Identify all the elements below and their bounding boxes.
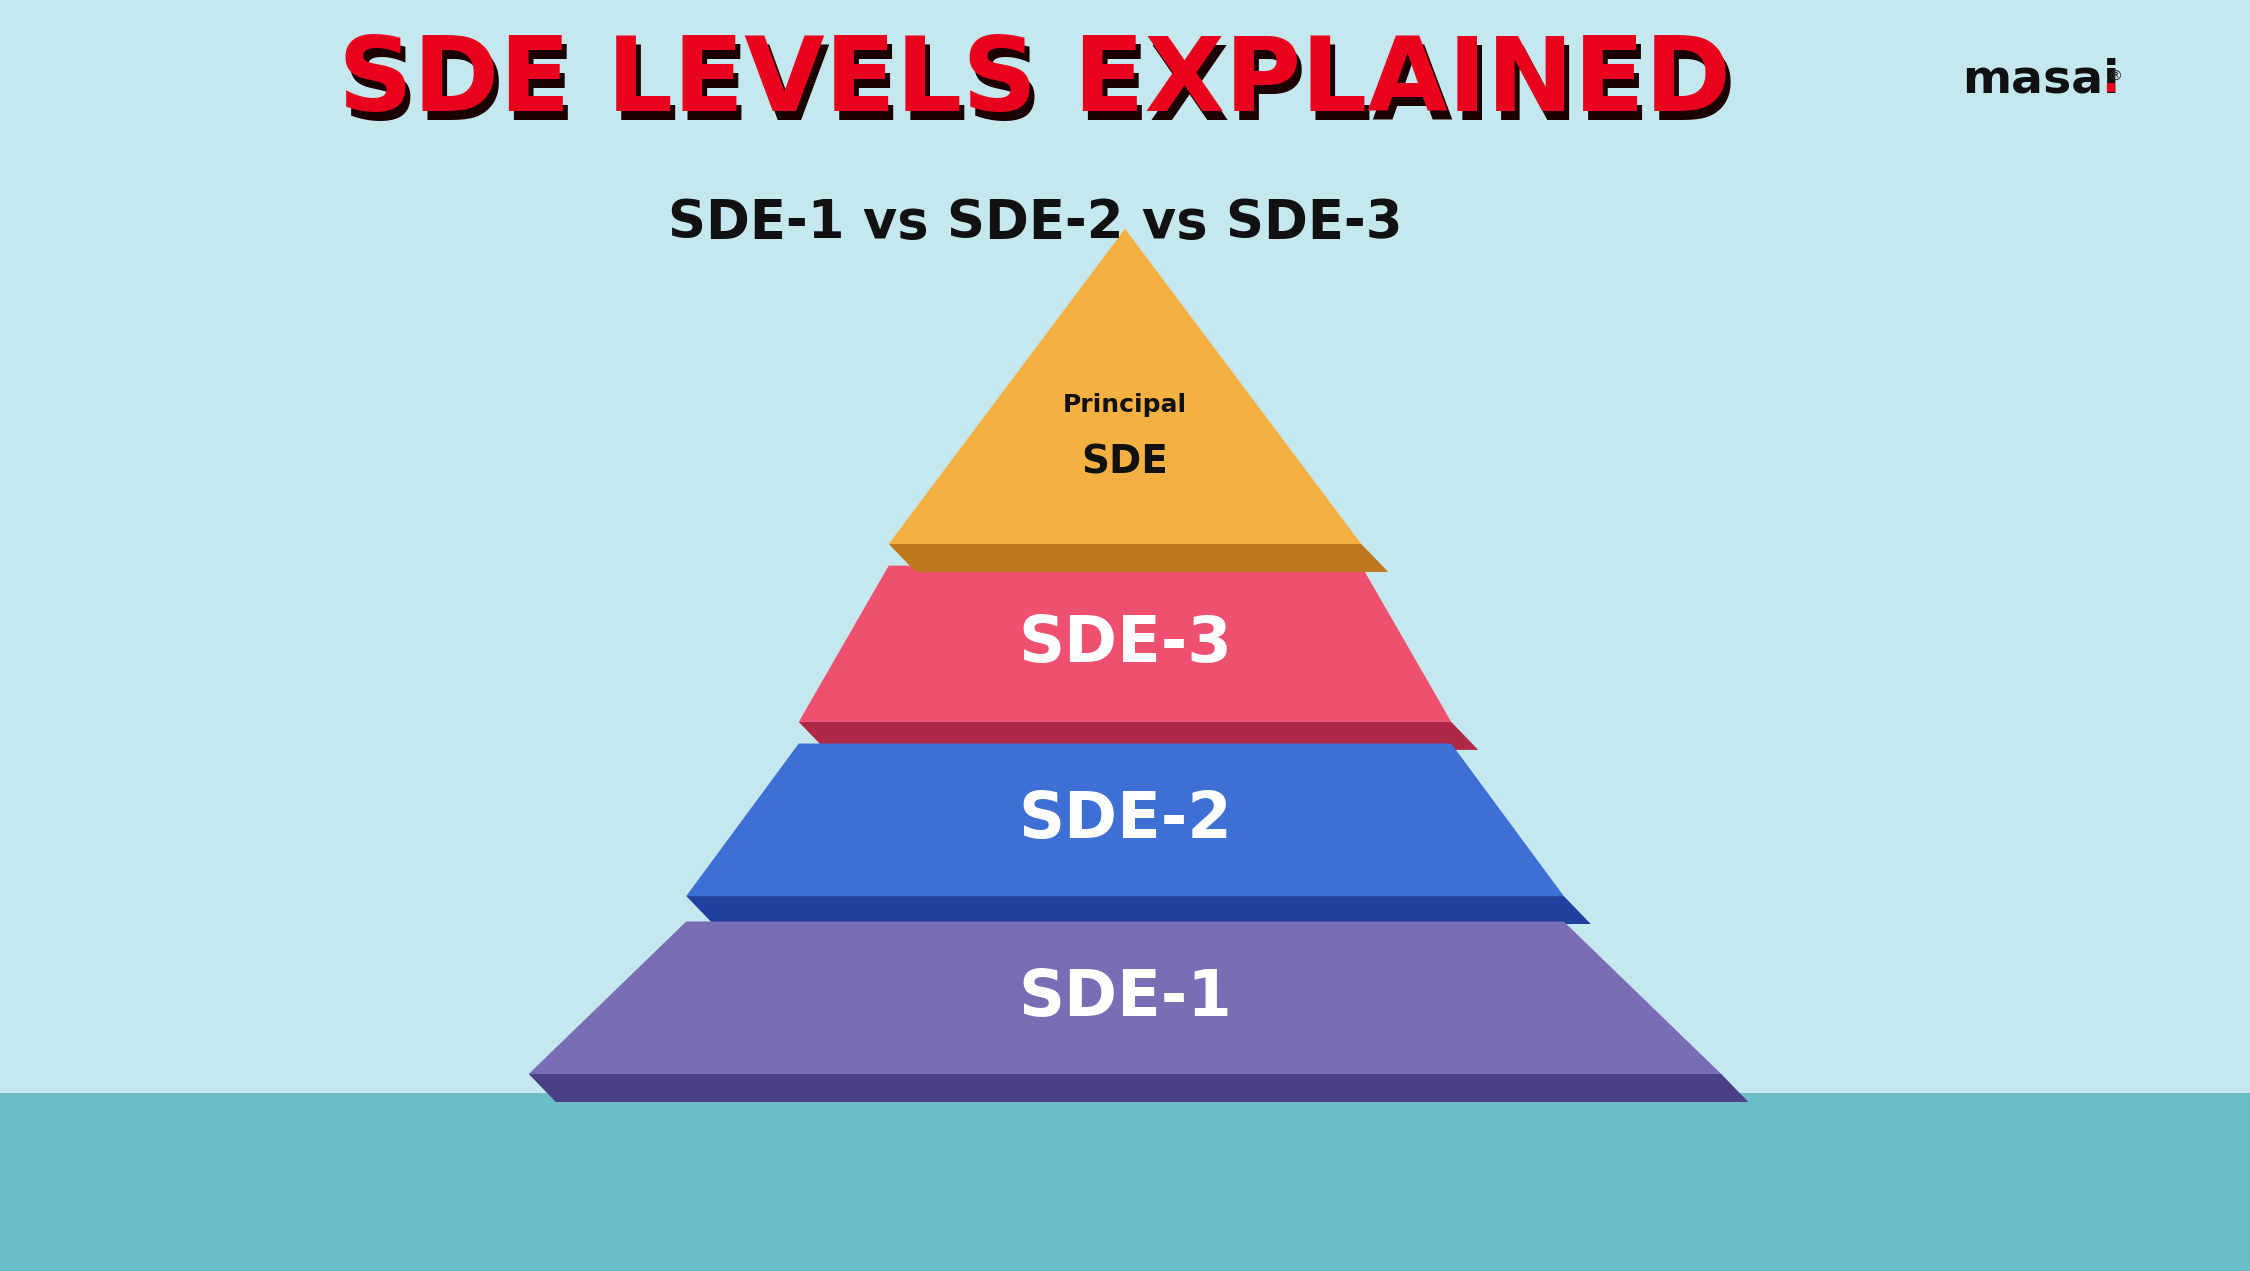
- Text: SDE: SDE: [1082, 444, 1168, 482]
- Text: SDE LEVELS EXPLAINED: SDE LEVELS EXPLAINED: [338, 32, 1732, 132]
- Text: masai: masai: [1962, 57, 2120, 102]
- Text: SDE LEVELS EXPLAINED: SDE LEVELS EXPLAINED: [342, 41, 1737, 141]
- Text: SDE-2: SDE-2: [1017, 789, 1233, 850]
- Text: SDE-3: SDE-3: [1017, 613, 1233, 675]
- Polygon shape: [799, 566, 1451, 722]
- Polygon shape: [529, 1074, 1748, 1102]
- Polygon shape: [529, 921, 1721, 1074]
- Text: SDE-1 vs SDE-2 vs SDE-3: SDE-1 vs SDE-2 vs SDE-3: [668, 197, 1402, 249]
- Polygon shape: [889, 544, 1388, 572]
- Text: .: .: [2102, 57, 2119, 102]
- Polygon shape: [799, 722, 1478, 750]
- FancyBboxPatch shape: [0, 1093, 2250, 1271]
- Text: SDE-1: SDE-1: [1017, 967, 1233, 1028]
- Polygon shape: [686, 896, 1591, 924]
- Text: Principal: Principal: [1062, 394, 1188, 417]
- Text: ®: ®: [2108, 70, 2122, 84]
- Polygon shape: [889, 229, 1361, 544]
- Polygon shape: [686, 744, 1564, 896]
